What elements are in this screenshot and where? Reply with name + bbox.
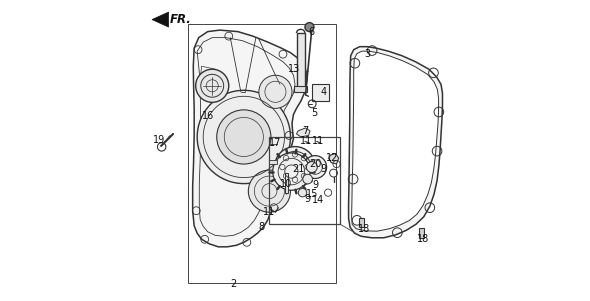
Circle shape [274,147,316,188]
Text: 2: 2 [230,279,237,290]
Circle shape [196,69,229,102]
Polygon shape [297,128,310,137]
Text: 16: 16 [202,111,214,121]
Text: 10: 10 [280,178,293,189]
Text: 13: 13 [289,64,300,74]
Bar [286,173,288,193]
Bar [270,137,340,224]
Text: 5: 5 [312,108,317,118]
Text: 21: 21 [293,163,305,174]
Bar [297,33,305,89]
Circle shape [299,188,307,197]
Circle shape [197,90,290,184]
Circle shape [248,170,290,212]
Text: 11: 11 [300,136,313,147]
Bar [359,218,364,227]
Polygon shape [349,47,442,238]
Bar [419,228,424,238]
Text: 7: 7 [303,126,309,136]
Text: 20: 20 [309,159,322,169]
Text: 11: 11 [263,207,276,217]
Bar [294,86,307,92]
Text: 3: 3 [364,49,371,59]
Bar [312,84,329,101]
Text: 14: 14 [312,195,324,205]
Bar [270,160,277,164]
Bar [188,24,336,283]
Text: 6: 6 [309,26,314,37]
Circle shape [217,110,271,164]
Text: 9: 9 [312,180,318,190]
Text: FR.: FR. [170,13,192,26]
Circle shape [304,156,327,178]
Text: 15: 15 [306,189,319,199]
Text: 9: 9 [304,194,311,204]
Text: 4: 4 [320,87,327,97]
Text: 9: 9 [320,163,327,174]
Text: 17: 17 [269,138,281,148]
Circle shape [259,75,292,108]
Circle shape [306,162,317,172]
Polygon shape [152,12,169,27]
Circle shape [286,157,304,177]
Text: 12: 12 [326,153,339,163]
Text: 19: 19 [153,135,165,145]
Circle shape [273,153,310,190]
Polygon shape [329,154,339,164]
Text: 18: 18 [417,234,429,244]
Text: 8: 8 [258,222,264,232]
Polygon shape [193,30,307,247]
Text: 18: 18 [358,224,370,234]
Polygon shape [352,51,438,231]
Text: 11: 11 [312,136,324,147]
Circle shape [303,174,313,184]
Circle shape [305,23,314,32]
